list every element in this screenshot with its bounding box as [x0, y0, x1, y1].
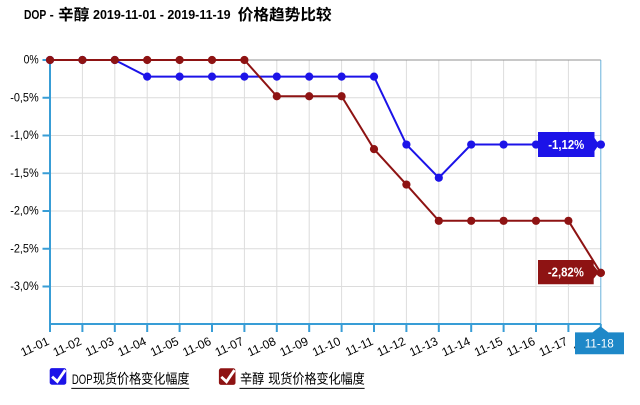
svg-text:-: -	[50, 8, 54, 22]
svg-text:-2,5%: -2,5%	[10, 243, 39, 255]
svg-text:-0,5%: -0,5%	[10, 92, 39, 104]
svg-text:11-18: 11-18	[585, 336, 614, 350]
svg-text:DOP: DOP	[24, 8, 46, 22]
svg-text:-2,82%: -2,82%	[548, 265, 584, 279]
svg-text:DOP: DOP	[72, 371, 93, 387]
svg-text:-1,0%: -1,0%	[10, 130, 39, 142]
svg-text:-3,0%: -3,0%	[10, 281, 39, 293]
svg-text:-1,5%: -1,5%	[10, 168, 39, 180]
svg-text:-1,12%: -1,12%	[548, 138, 584, 152]
svg-text:-2,0%: -2,0%	[10, 206, 39, 218]
svg-text:2019-11-01 - 2019-11-19: 2019-11-01 - 2019-11-19	[93, 8, 231, 22]
svg-text:0%: 0%	[24, 55, 39, 67]
